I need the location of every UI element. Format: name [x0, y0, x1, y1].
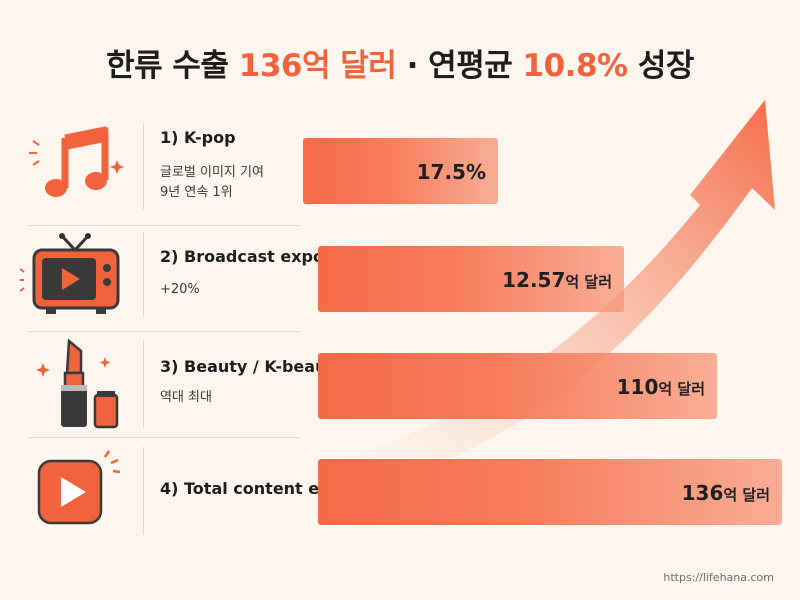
bar-value-beauty: 110억 달러 — [616, 375, 705, 399]
bar-total — [318, 459, 782, 525]
row-sub-beauty: 역대 최대 — [160, 390, 212, 405]
row-label-kpop: 1) K-pop — [160, 128, 236, 147]
television-play-icon — [20, 230, 130, 320]
title-text-2: · 연평균 — [396, 48, 523, 84]
footer-url[interactable]: https://lifehana.com — [663, 571, 774, 584]
row-sub-broadcast: +20% — [160, 282, 200, 297]
music-note-icon — [20, 120, 130, 210]
row-sub-kpop-1: 글로벌 이미지 기여 — [160, 165, 264, 180]
separator-line — [143, 340, 144, 428]
title-text-1: 한류 수출 — [106, 48, 239, 84]
bar-value-kpop: 17.5% — [416, 160, 486, 184]
title-growth-rate: 10.8% — [522, 48, 629, 84]
bar-beauty — [318, 353, 717, 419]
separator-line — [143, 447, 144, 535]
row-divider — [28, 331, 300, 332]
row-divider — [28, 437, 300, 438]
title-total-exports: 136억 달러 — [238, 48, 397, 84]
bar-value-broadcast: 12.57억 달러 — [502, 268, 612, 292]
row-label-beauty: 3) Beauty / K-beauty — [160, 357, 345, 376]
separator-line — [143, 122, 144, 210]
row-divider — [28, 225, 300, 226]
bar-broadcast — [318, 246, 624, 312]
video-play-icon — [20, 447, 130, 533]
lipstick-icon — [20, 337, 130, 431]
separator-line — [143, 232, 144, 318]
bar-value-total: 136억 달러 — [681, 481, 770, 505]
bar-kpop — [303, 138, 498, 204]
page-title: 한류 수출 136억 달러 · 연평균 10.8% 성장 — [0, 40, 800, 85]
row-label-broadcast: 2) Broadcast exports — [160, 247, 350, 266]
title-text-3: 성장 — [627, 48, 695, 84]
row-sub-kpop-2: 9년 연속 1위 — [160, 185, 233, 200]
